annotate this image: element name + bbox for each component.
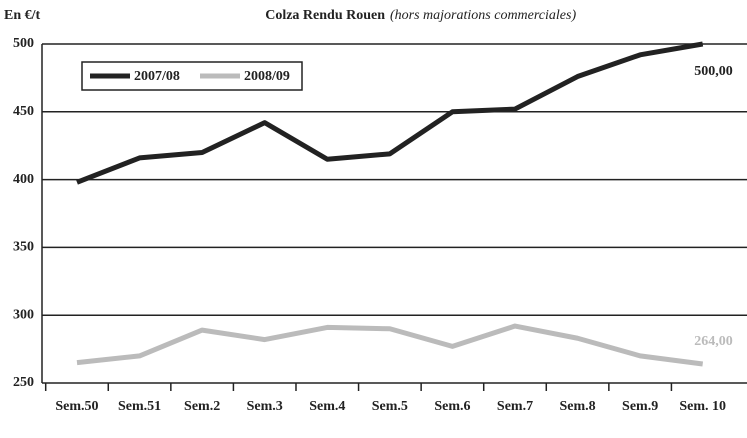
x-tick-label: Sem.8 (559, 399, 595, 414)
x-tick-label: Sem.4 (309, 399, 345, 414)
y-tick-label: 350 (13, 240, 34, 255)
value-label: 500,00 (694, 64, 733, 79)
legend-label: 2008/09 (244, 69, 290, 84)
value-label: 264,00 (694, 334, 733, 349)
series-line (76, 323, 704, 367)
y-tick-label: 300 (13, 307, 34, 322)
y-tick-label: 500 (13, 36, 34, 51)
y-tick-label: 400 (13, 172, 34, 187)
x-tick-label: Sem.3 (247, 399, 283, 414)
x-tick-label: Sem.50 (55, 399, 98, 414)
chart-title: Colza Rendu Rouen (265, 8, 385, 23)
x-tick-label: Sem. 10 (679, 399, 726, 414)
x-tick-label: Sem.7 (497, 399, 533, 414)
x-tick-label: Sem.9 (622, 399, 658, 414)
x-tick-label: Sem.6 (434, 399, 470, 414)
series-line (76, 41, 704, 185)
y-tick-label: 250 (13, 375, 34, 390)
y-axis-label: En €/t (4, 8, 41, 23)
legend-label: 2007/08 (134, 69, 180, 84)
chart-subtitle: (hors majorations commerciales) (390, 8, 576, 23)
x-tick-label: Sem.51 (118, 399, 161, 414)
y-tick-label: 450 (13, 104, 34, 119)
x-tick-label: Sem.2 (184, 399, 220, 414)
x-tick-label: Sem.5 (372, 399, 408, 414)
